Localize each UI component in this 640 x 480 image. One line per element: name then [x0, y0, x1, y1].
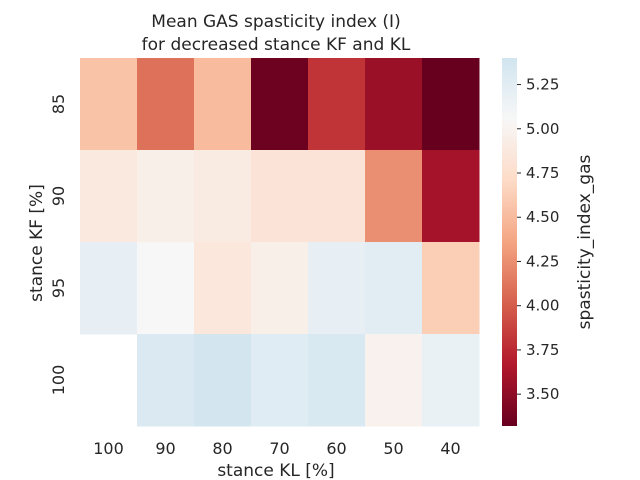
colorbar-tick-label: 4.50: [526, 208, 559, 226]
colorbar-tick-label: 5.25: [526, 76, 559, 94]
heatmap-cell-0-1: [137, 58, 195, 151]
heatmap-cell-2-4: [308, 242, 366, 335]
y-axis-label: stance KF [%]: [27, 184, 47, 302]
x-tick-label: 90: [155, 439, 175, 458]
heatmap-cell-0-3: [251, 58, 309, 151]
heatmap-cell-1-5: [365, 150, 423, 243]
heatmap-cell-3-5: [365, 334, 423, 427]
heatmap-cell-2-6: [422, 242, 480, 335]
colorbar-label: spasticity_index_gas: [575, 155, 595, 330]
heatmap-cell-1-1: [137, 150, 195, 243]
y-tick-label: 95: [49, 278, 68, 298]
colorbar-tick-label: 4.75: [526, 164, 559, 182]
heatmap-cell-2-1: [137, 242, 195, 335]
chart-title: Mean GAS spasticity index (I): [151, 12, 400, 32]
colorbar-tick-label: 4.25: [526, 252, 559, 270]
heatmap-cells: [80, 58, 480, 427]
heatmap-cell-2-5: [365, 242, 423, 335]
heatmap-cell-1-2: [194, 150, 252, 243]
heatmap-cell-2-2: [194, 242, 252, 335]
heatmap-cell-2-0: [80, 242, 138, 335]
y-tick-label: 90: [49, 186, 68, 206]
y-tick-label: 85: [49, 94, 68, 114]
heatmap-cell-1-0: [80, 150, 138, 243]
heatmap-cell-3-4: [308, 334, 366, 427]
heatmap-cell-0-6: [422, 58, 480, 151]
heatmap-cell-0-2: [194, 58, 252, 151]
x-axis-label: stance KL [%]: [217, 461, 334, 480]
x-tick-label: 60: [326, 439, 346, 458]
heatmap-cell-1-6: [422, 150, 480, 243]
heatmap-cell-2-3: [251, 242, 309, 335]
heatmap-cell-1-3: [251, 150, 309, 243]
x-tick-label: 40: [440, 439, 460, 458]
heatmap-cell-3-2: [194, 334, 252, 427]
y-tick-labels: 85 90 95 100: [49, 94, 68, 395]
chart-subtitle: for decreased stance KF and KL: [142, 35, 411, 55]
x-tick-label: 100: [93, 439, 124, 458]
x-tick-label: 50: [383, 439, 403, 458]
heatmap-cell-1-4: [308, 150, 366, 243]
colorbar: [502, 58, 517, 426]
x-tick-labels: 100 90 80 70 60 50 40: [93, 439, 460, 458]
colorbar-tick-label: 4.00: [526, 297, 559, 315]
x-tick-label: 80: [212, 439, 232, 458]
colorbar-tick-labels: 3.50 3.75 4.00 4.25 4.50 4.75 5.00 5.25: [517, 76, 559, 403]
heatmap-cell-3-1: [137, 334, 195, 427]
heatmap-cell-0-5: [365, 58, 423, 151]
heatmap-cell-0-4: [308, 58, 366, 151]
colorbar-tick-label: 3.75: [526, 341, 559, 359]
y-tick-label: 100: [49, 365, 68, 396]
heatmap-cell-3-3: [251, 334, 309, 427]
x-tick-label: 70: [269, 439, 289, 458]
colorbar-tick-label: 3.50: [526, 385, 559, 403]
heatmap-cell-0-0: [80, 58, 138, 151]
heatmap-cell-3-6: [422, 334, 480, 427]
colorbar-tick-label: 5.00: [526, 120, 559, 138]
